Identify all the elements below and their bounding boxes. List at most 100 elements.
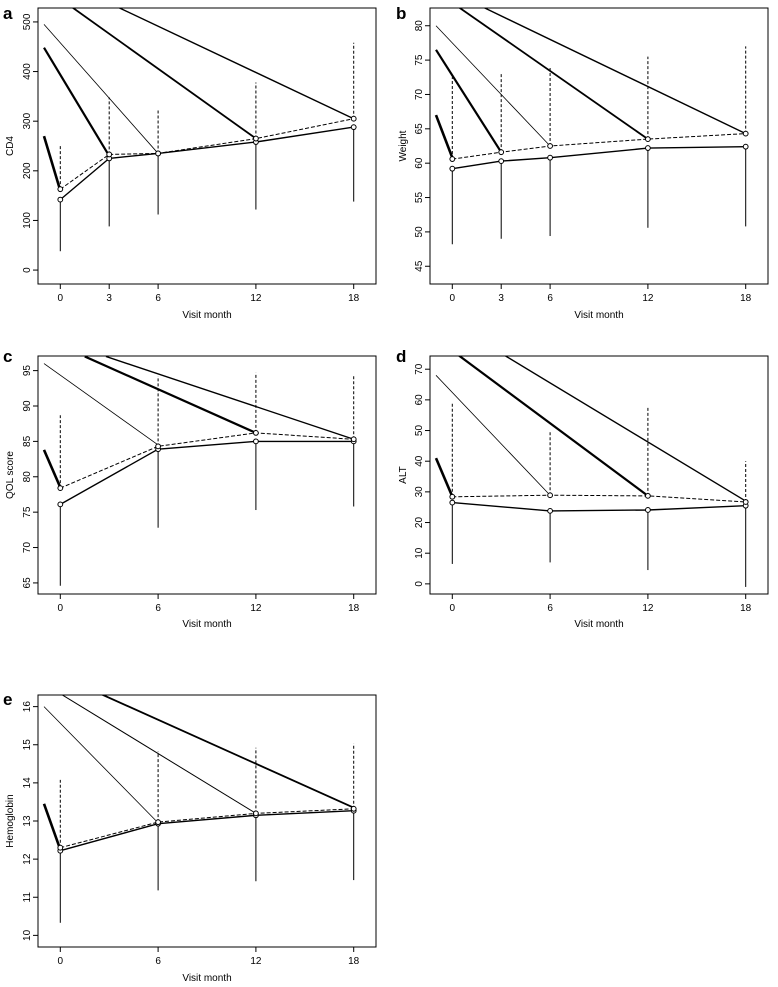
data-point-solid	[449, 499, 456, 506]
data-point-dashed	[742, 130, 749, 137]
data-point-dashed	[350, 115, 357, 122]
x-tick-label: 0	[58, 956, 64, 967]
x-tick-label: 0	[58, 293, 64, 304]
data-point-dashed	[253, 810, 259, 817]
y-tick-label: 11	[22, 892, 33, 903]
y-tick-label: 13	[22, 815, 33, 827]
data-point-dashed	[498, 149, 505, 156]
y-tick-label: 80	[414, 20, 425, 32]
panel-a: a 0 100 200 300 400 500 0 3 6 12 18 Visit month CD4	[3, 4, 377, 321]
data-point-solid	[57, 501, 64, 508]
x-tick-label: 18	[348, 603, 360, 614]
dropout-line	[434, 114, 454, 159]
plot-area	[42, 356, 357, 586]
panel-b: b 45 50 55 60 65 70 75 80 0 3 6 12 18 Visit month Weigh…	[396, 4, 769, 321]
series-line-solid	[60, 810, 354, 852]
y-tick-label: 200	[22, 162, 33, 179]
dropout-line	[435, 25, 551, 147]
dropout-line	[100, 695, 355, 809]
y-tick-label: 70	[414, 88, 425, 100]
x-tick-label: 3	[498, 293, 504, 304]
dropout-line	[42, 803, 62, 851]
dropout-line	[457, 356, 649, 497]
data-point-dashed	[57, 485, 64, 491]
dropout-line	[434, 457, 454, 497]
dropout-line	[43, 363, 159, 446]
series-line-dashed	[60, 432, 354, 489]
x-tick-label: 0	[450, 603, 456, 614]
panel-letter: b	[396, 4, 406, 23]
data-point-solid	[498, 158, 505, 165]
dropout-line	[42, 449, 62, 488]
panel-c: c 65 70 75 80 85 90 95 0 6 12 18 Visit month QOL scor…	[3, 347, 377, 630]
y-tick-label: 55	[414, 192, 425, 204]
dropout-line	[105, 356, 354, 440]
y-tick-label: 30	[414, 486, 425, 498]
x-tick-label: 0	[58, 603, 64, 614]
y-tick-label: 0	[22, 267, 33, 273]
data-point-dashed	[742, 499, 749, 505]
dropout-line	[42, 135, 62, 192]
y-tick-label: 40	[414, 455, 425, 467]
x-axis-label: Visit month	[182, 619, 231, 630]
y-tick-label: 300	[22, 112, 33, 129]
x-tick-label: 18	[740, 603, 752, 614]
data-point-solid	[547, 154, 553, 161]
data-point-dashed	[253, 135, 259, 142]
y-axis-label: Weight	[398, 130, 409, 161]
y-axis-label: Hemoglobin	[5, 794, 16, 847]
dropout-line	[435, 49, 503, 153]
panel-letter: a	[3, 4, 13, 23]
data-point-dashed	[155, 150, 162, 157]
x-tick-label: 18	[740, 293, 752, 304]
data-point-dashed	[350, 436, 357, 443]
panel-letter: e	[3, 690, 12, 709]
x-axis-label: Visit month	[574, 310, 623, 321]
y-tick-label: 10	[22, 929, 33, 941]
plot-area	[42, 8, 357, 252]
plot-frame	[37, 694, 377, 948]
dropout-line	[458, 8, 649, 140]
series-line-dashed	[60, 118, 354, 190]
y-tick-label: 80	[22, 471, 33, 483]
x-tick-label: 12	[250, 293, 262, 304]
data-point-dashed	[106, 151, 113, 158]
y-tick-label: 75	[22, 506, 33, 518]
x-tick-label: 0	[450, 293, 456, 304]
x-axis-label: Visit month	[182, 973, 231, 984]
y-tick-label: 16	[22, 701, 33, 713]
x-tick-label: 18	[348, 956, 360, 967]
y-tick-label: 12	[22, 853, 33, 865]
y-tick-label: 70	[414, 363, 425, 375]
series-line-solid	[452, 146, 746, 170]
y-tick-label: 90	[22, 400, 33, 412]
dropout-line	[61, 695, 257, 814]
series-line-solid	[59, 440, 354, 506]
y-tick-label: 50	[414, 425, 425, 437]
x-tick-label: 12	[642, 603, 654, 614]
y-tick-label: 14	[22, 777, 33, 789]
x-axis-label: Visit month	[182, 310, 231, 321]
y-axis-label: QOL score	[5, 451, 16, 499]
y-tick-label: 60	[414, 157, 425, 169]
data-point-solid	[57, 196, 64, 203]
panel-e: e 10 11 12 13 14 15 16 0 6 12 18 Visit month Hemoglob…	[3, 690, 377, 984]
y-tick-label: 50	[414, 226, 425, 238]
plot-area	[42, 695, 357, 923]
data-point-dashed	[547, 143, 553, 149]
x-tick-label: 6	[155, 293, 161, 304]
x-tick-label: 3	[106, 293, 112, 304]
data-point-dashed	[449, 493, 456, 500]
dropout-line	[84, 356, 257, 434]
dropout-line	[504, 356, 747, 502]
series-line-solid	[452, 501, 746, 512]
data-point-solid	[253, 438, 259, 445]
plot-frame	[37, 7, 377, 285]
series-line-solid	[59, 126, 354, 201]
x-tick-label: 18	[348, 293, 360, 304]
data-point-dashed	[645, 492, 651, 499]
y-tick-label: 65	[22, 577, 33, 589]
y-tick-label: 10	[414, 547, 425, 559]
y-tick-label: 0	[414, 581, 425, 587]
